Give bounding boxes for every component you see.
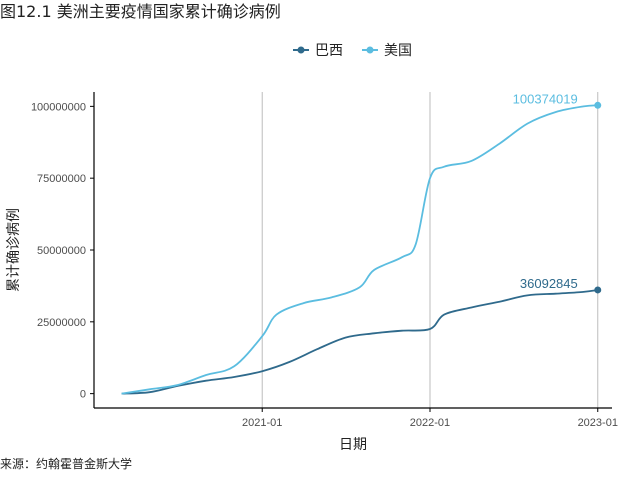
y-tick-label: 25000000 xyxy=(37,317,86,329)
end-label-usa: 100374019 xyxy=(513,91,578,106)
x-tick-label: 2022-01 xyxy=(410,417,450,429)
y-tick-label: 0 xyxy=(80,389,86,401)
chart-title: 图12.1 美洲主要疫情国家累计确诊病例 xyxy=(0,2,281,21)
x-tick-label: 2023-01 xyxy=(578,417,618,429)
legend-marker-brazil xyxy=(297,46,305,54)
series-lines xyxy=(121,101,602,395)
legend-label-usa: 美国 xyxy=(384,43,412,59)
legend: 巴西 美国 xyxy=(293,43,412,59)
end-labels: 36092845 100374019 xyxy=(513,91,578,291)
end-label-brazil: 36092845 xyxy=(520,276,578,291)
legend-marker-usa xyxy=(366,46,374,54)
y-tick-label: 75000000 xyxy=(37,173,86,185)
axes xyxy=(93,92,612,409)
end-point-usa xyxy=(594,101,602,109)
y-ticks: 0 25000000 50000000 75000000 100000000 xyxy=(31,101,94,401)
x-tick-label: 2021-01 xyxy=(242,417,282,429)
x-ticks: 2021-01 2022-01 2023-01 xyxy=(242,408,618,429)
legend-label-brazil: 巴西 xyxy=(315,43,343,59)
series-line-usa xyxy=(121,104,598,395)
y-tick-label: 100000000 xyxy=(31,101,86,113)
x-gridlines xyxy=(261,92,599,408)
series-line-brazil xyxy=(121,289,598,395)
y-axis-title: 累计确诊病例 xyxy=(6,208,22,292)
source-note: 来源：约翰霍普金斯大学 xyxy=(0,457,133,471)
x-axis-title: 日期 xyxy=(339,437,367,453)
end-point-brazil xyxy=(594,286,602,294)
y-tick-label: 50000000 xyxy=(37,245,86,257)
